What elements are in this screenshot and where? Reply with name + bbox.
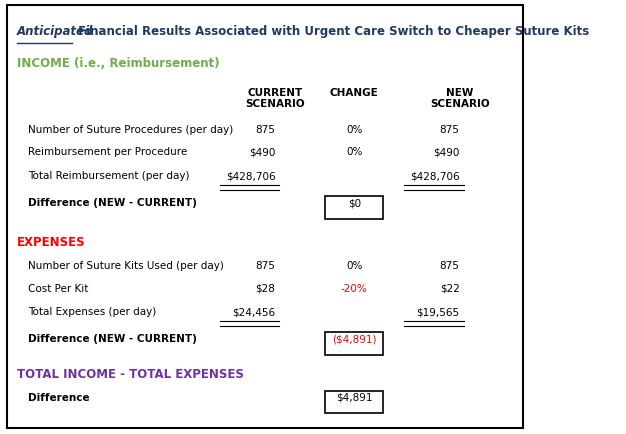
Text: CURRENT
SCENARIO: CURRENT SCENARIO [245,88,305,109]
Text: Difference (NEW - CURRENT): Difference (NEW - CURRENT) [28,333,197,343]
Text: $428,706: $428,706 [225,171,275,181]
Text: Difference (NEW - CURRENT): Difference (NEW - CURRENT) [28,197,197,207]
Text: EXPENSES: EXPENSES [17,235,86,248]
Text: $19,565: $19,565 [416,307,459,317]
Text: $490: $490 [433,147,459,157]
Text: $24,456: $24,456 [232,307,275,317]
Text: 875: 875 [255,124,275,134]
Text: $490: $490 [249,147,275,157]
Text: Reimbursement per Procedure: Reimbursement per Procedure [28,147,187,157]
Text: NEW
SCENARIO: NEW SCENARIO [430,88,490,109]
Text: Anticipated: Anticipated [17,25,93,38]
Text: TOTAL INCOME - TOTAL EXPENSES: TOTAL INCOME - TOTAL EXPENSES [17,367,244,380]
Text: $0: $0 [347,197,361,207]
Text: $428,706: $428,706 [410,171,459,181]
FancyBboxPatch shape [326,391,383,413]
Text: -20%: -20% [341,283,367,293]
Text: Total Reimbursement (per day): Total Reimbursement (per day) [28,171,189,181]
Text: $28: $28 [255,283,275,293]
Text: $22: $22 [439,283,459,293]
Text: INCOME (i.e., Reimbursement): INCOME (i.e., Reimbursement) [17,56,220,69]
Text: Difference: Difference [28,391,90,401]
Text: Total Expenses (per day): Total Expenses (per day) [28,307,156,317]
Text: $4,891: $4,891 [336,391,372,401]
Text: Cost Per Kit: Cost Per Kit [28,283,88,293]
FancyBboxPatch shape [326,197,383,219]
Text: 0%: 0% [346,147,362,157]
Text: ($4,891): ($4,891) [332,333,376,343]
Text: Number of Suture Kits Used (per day): Number of Suture Kits Used (per day) [28,260,223,270]
Text: Number of Suture Procedures (per day): Number of Suture Procedures (per day) [28,124,233,134]
Text: 0%: 0% [346,124,362,134]
FancyBboxPatch shape [7,6,523,428]
Text: CHANGE: CHANGE [330,88,379,98]
Text: Financial Results Associated with Urgent Care Switch to Cheaper Suture Kits: Financial Results Associated with Urgent… [73,25,589,38]
Text: 875: 875 [439,260,459,270]
Text: 0%: 0% [346,260,362,270]
Text: 875: 875 [255,260,275,270]
FancyBboxPatch shape [326,332,383,355]
Text: 875: 875 [439,124,459,134]
